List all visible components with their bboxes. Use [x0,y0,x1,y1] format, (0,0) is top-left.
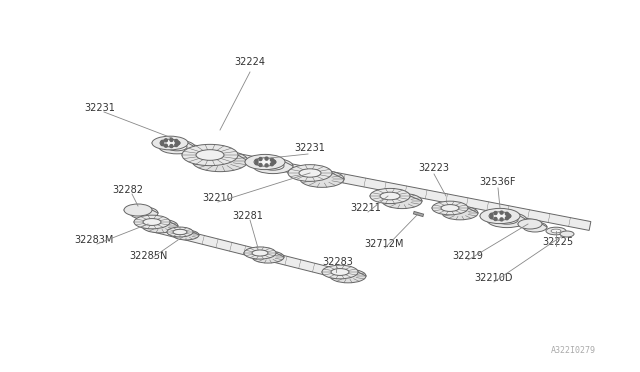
Text: 32219: 32219 [452,251,483,261]
Text: 32211: 32211 [351,203,381,213]
Text: 32231: 32231 [294,143,325,153]
Ellipse shape [167,143,187,151]
Ellipse shape [546,227,566,235]
Circle shape [161,142,164,145]
Ellipse shape [288,165,332,182]
Circle shape [271,163,273,166]
Circle shape [508,215,511,218]
Ellipse shape [523,222,547,232]
Ellipse shape [152,136,188,150]
Circle shape [506,212,508,215]
Text: 32283: 32283 [323,257,353,267]
Ellipse shape [130,207,158,219]
Circle shape [259,163,262,166]
Polygon shape [147,222,356,282]
Ellipse shape [330,269,366,283]
Ellipse shape [254,158,276,166]
Text: 32225: 32225 [543,237,573,247]
Circle shape [175,144,178,147]
Text: 32210: 32210 [203,193,234,203]
Ellipse shape [432,201,468,215]
Text: 32283M: 32283M [74,235,114,245]
Polygon shape [159,139,591,230]
Ellipse shape [480,208,520,224]
Ellipse shape [382,193,422,209]
Circle shape [265,164,268,167]
Text: 32712M: 32712M [364,239,404,249]
Text: 32285N: 32285N [129,251,167,261]
Text: 32231: 32231 [84,103,115,113]
Ellipse shape [551,229,561,233]
Text: 32281: 32281 [232,211,264,221]
Circle shape [494,212,497,215]
Ellipse shape [299,169,321,177]
Ellipse shape [167,227,193,237]
Text: 32224: 32224 [234,57,266,67]
Ellipse shape [252,251,284,263]
Ellipse shape [489,212,511,220]
Ellipse shape [182,144,238,166]
Circle shape [177,141,180,144]
Circle shape [265,157,268,160]
Circle shape [494,218,497,221]
Ellipse shape [245,154,285,170]
Circle shape [164,139,168,142]
Circle shape [164,144,168,147]
Circle shape [500,211,503,214]
Ellipse shape [300,171,344,187]
Text: A322I0279: A322I0279 [551,346,596,355]
Ellipse shape [496,216,518,224]
Ellipse shape [142,219,178,233]
Ellipse shape [322,265,358,279]
Circle shape [170,145,173,148]
Text: 32223: 32223 [419,163,449,173]
Circle shape [255,159,258,162]
Ellipse shape [173,230,199,240]
Text: 32536F: 32536F [480,177,516,187]
Circle shape [271,158,273,161]
Ellipse shape [380,192,400,200]
Ellipse shape [196,150,224,160]
Ellipse shape [124,204,152,216]
Ellipse shape [244,247,276,259]
Circle shape [161,141,164,144]
Ellipse shape [560,231,574,237]
Ellipse shape [143,219,161,225]
Ellipse shape [441,205,459,211]
Ellipse shape [331,269,349,275]
Circle shape [506,217,508,220]
Circle shape [490,216,493,219]
Ellipse shape [159,140,195,154]
Ellipse shape [518,219,542,229]
Ellipse shape [173,230,187,235]
Ellipse shape [134,215,170,229]
Ellipse shape [160,139,180,147]
Circle shape [273,160,275,164]
Ellipse shape [252,250,268,256]
Ellipse shape [192,150,248,171]
Ellipse shape [442,206,478,220]
Ellipse shape [487,212,527,228]
Ellipse shape [262,162,284,170]
Circle shape [170,138,173,141]
Text: 32282: 32282 [113,185,143,195]
Ellipse shape [253,158,293,174]
Text: 32210D: 32210D [475,273,513,283]
Circle shape [175,140,178,142]
Circle shape [259,157,262,161]
Circle shape [490,213,493,217]
Circle shape [500,218,503,221]
Circle shape [255,162,258,165]
Ellipse shape [370,188,410,203]
